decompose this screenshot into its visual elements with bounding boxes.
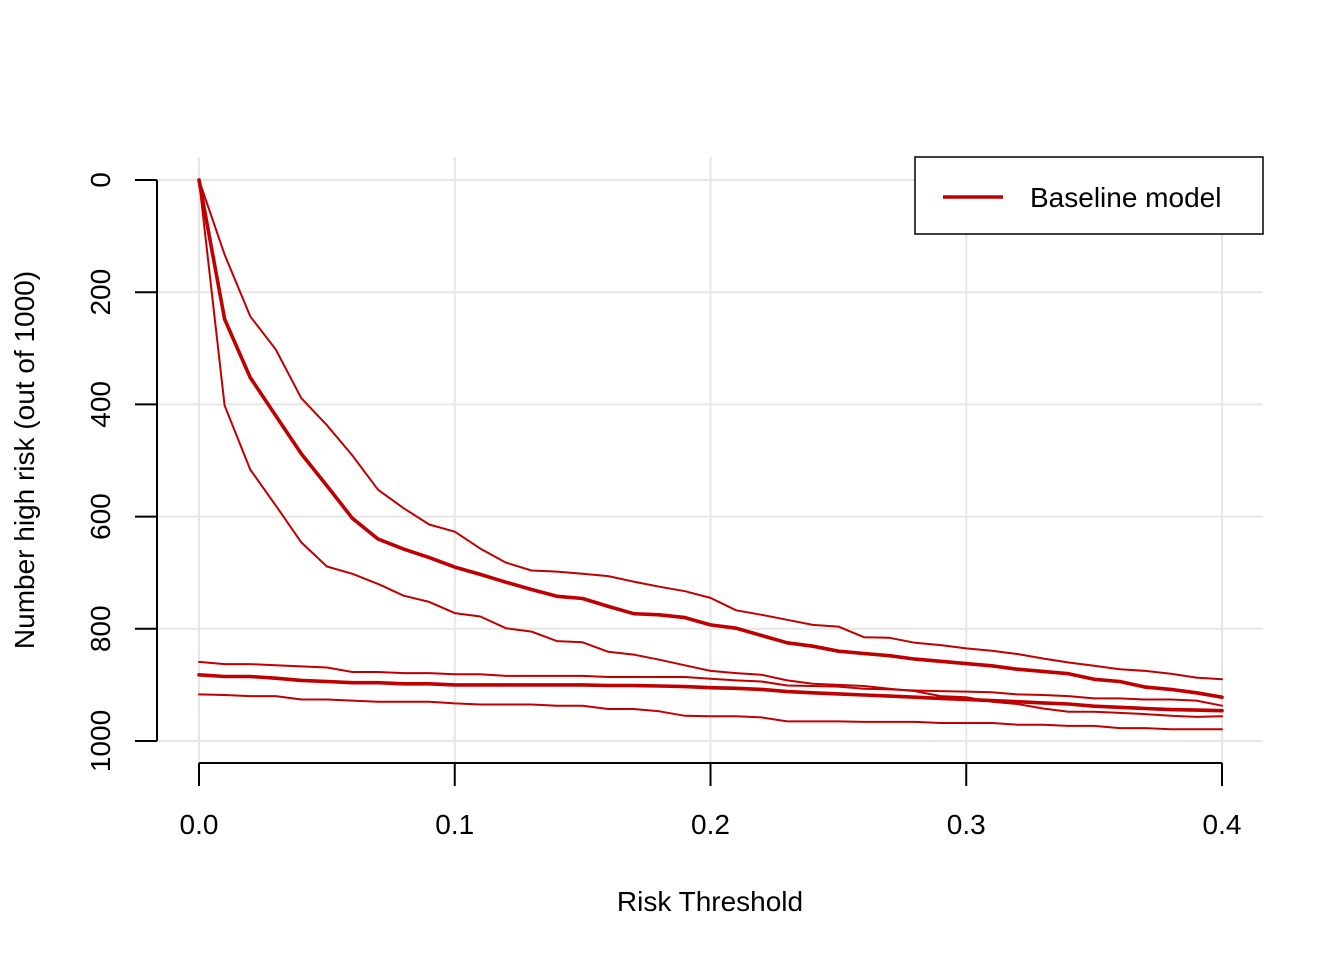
y-tick-label-3: 600 [85,493,116,540]
series-0-estimate-line [197,178,1224,700]
series-2-upper-line [198,179,1223,718]
series-3-estimate-line [197,672,1224,713]
y-tick-label-0: 0 [85,172,116,188]
legend: Baseline model [914,156,1264,235]
series-1-lower-line [198,179,1223,681]
x-tick-label-2: 0.2 [691,809,730,840]
y-tick-label-5: 1000 [85,710,116,772]
y-tick-label-4: 800 [85,605,116,652]
legend-entry-baseline-model: Baseline model [1030,182,1221,213]
x-axis-label: Risk Threshold [617,886,803,917]
x-tick-label-1: 0.1 [435,809,474,840]
x-tick-label-0: 0.0 [180,809,219,840]
axes: 0.0 0.1 0.2 0.3 0.4 0 200 400 600 800 1000 [85,172,1241,840]
y-tick-label-2: 400 [85,381,116,428]
series-4-lower-line [198,660,1223,707]
y-tick-label-1: 200 [85,269,116,316]
curve-layer [197,178,1224,731]
grid-lines [157,157,1263,763]
x-tick-label-3: 0.3 [947,809,986,840]
x-tick-label-4: 0.4 [1203,809,1242,840]
series-5-upper-line [198,693,1223,731]
y-axis-label: Number high risk (out of 1000) [9,271,40,649]
